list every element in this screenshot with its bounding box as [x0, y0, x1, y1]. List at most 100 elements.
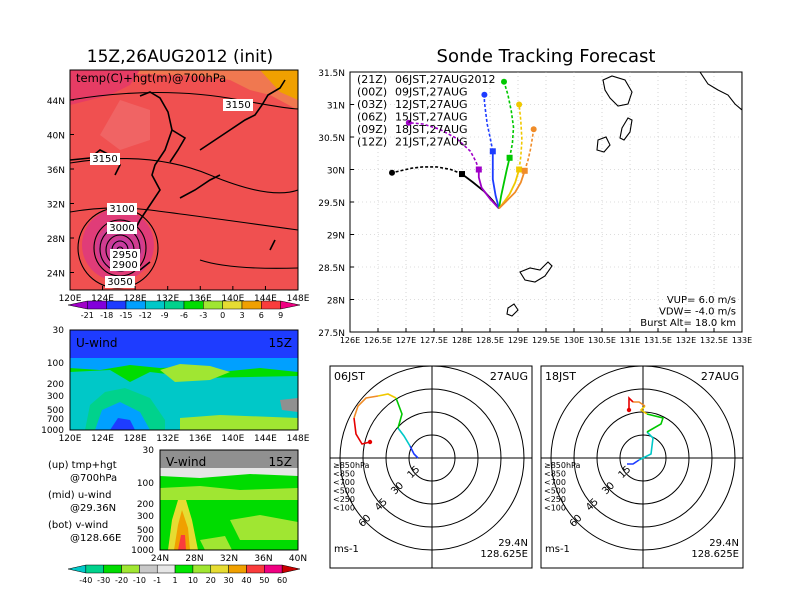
map-title: 15Z,26AUG2012 (init): [87, 47, 273, 67]
v-wind-lat-tick: 24N: [151, 554, 169, 564]
track-lon-tick: 130E: [564, 336, 584, 345]
v-wind-pressure-tick: 1000: [131, 546, 154, 556]
track-landing-marker: [516, 101, 523, 108]
contour-label-box: [107, 222, 137, 234]
v-wind-pressure-tick: 100: [137, 479, 154, 489]
hodo-trace: [377, 393, 397, 399]
map-lon-tick: 124E: [91, 294, 114, 304]
map-lon-ticks: 120E 124E 128E 132E 136E 140E 144E 148E: [59, 286, 310, 304]
hodo-pressure-legend: <850: [333, 470, 355, 479]
wind-colorbar-label: 10: [188, 576, 198, 585]
u-wind-pressure-tick: 1000: [41, 426, 64, 436]
map-lon-tick: 148E: [287, 294, 310, 304]
temp-colorbar-label: -18: [100, 311, 113, 320]
wind-colorbar-label: 60: [277, 576, 287, 585]
wind-colorbar-swatch: [85, 564, 104, 574]
temp-colorbar-swatch: [145, 300, 165, 310]
track-lat-tick: 31.5N: [318, 69, 345, 79]
contour-label-box: [105, 276, 135, 288]
hodo-trace: [353, 395, 379, 419]
v-wind-pressure-tick: 300: [137, 512, 154, 522]
map-lon-tick: 132E: [156, 294, 179, 304]
hodo-lon: 128.625E: [691, 549, 739, 560]
contour-label: 3000: [109, 223, 134, 234]
track-lat-tick: 29.5N: [318, 199, 345, 209]
legend-note-head: (mid) u-wind: [48, 490, 111, 501]
wind-colorbar-swatch: [67, 564, 87, 574]
temp-colorbar-swatch: [241, 300, 262, 310]
track-landing-marker: [481, 91, 488, 98]
wind-colorbar-swatch: [139, 564, 158, 574]
temp-colorbar-swatch: [222, 300, 243, 310]
temp-colorbar-label: 6: [259, 311, 264, 320]
hodo-trace: [627, 459, 640, 465]
map-lat-tick: 36N: [47, 166, 65, 176]
legend-note-sub: @29.36N: [70, 503, 116, 514]
u-wind-pressure-tick: 300: [47, 392, 64, 402]
map-lon-tick: 128E: [124, 294, 147, 304]
u-wind-lon-tick: 132E: [156, 434, 179, 444]
temp-colorbar-label: 3: [239, 311, 244, 320]
hodo-pressure-legend: <500: [333, 487, 355, 496]
v-wind-pressure-tick: 500: [137, 526, 154, 536]
wind-colorbar-label: -30: [97, 576, 110, 585]
track-landing-marker: [501, 78, 507, 85]
wind-colorbar-swatch: [103, 564, 122, 574]
track-lat-ticks: 31.5N 31N 30.5N 30N 29.5N 29N 28.5N 28N 27.5N: [318, 69, 354, 339]
panel-legend-notes: (up) tmp+hgt @700hPa (mid) u-wind @29.36N (b…: [48, 460, 121, 544]
launch-code: (21Z): [357, 73, 387, 86]
legend-note-head: (bot) v-wind: [48, 520, 108, 531]
hodo-pressure-legend: <250: [544, 495, 566, 504]
track-lat-tick: 30.5N: [318, 134, 345, 144]
hodo-lat: 29.4N: [709, 538, 739, 549]
hodo-date: 27AUG: [701, 370, 739, 383]
track-burst-marker: [516, 166, 523, 173]
v-wind-lat-tick: 28N: [185, 554, 203, 564]
track-title: Sonde Tracking Forecast: [437, 46, 656, 67]
hodo-unit: ms-1: [334, 544, 359, 555]
temp-colorbar-label: -15: [119, 311, 132, 320]
track-lat-tick: 28.5N: [318, 264, 345, 274]
u-wind-time: 15Z: [269, 336, 293, 350]
track-line-ascent: [491, 151, 500, 209]
v-wind-panel: [160, 450, 298, 550]
map-lat-tick: 28N: [47, 235, 65, 245]
temp-colorbar-swatch: [164, 300, 185, 310]
wind-colorbar-swatch: [264, 564, 283, 574]
legend-note-sub: @128.66E: [70, 533, 121, 544]
wind-colorbar-label: -1: [153, 576, 161, 585]
launch-label: 18JST,27AUG: [395, 123, 468, 136]
contour-label: 3100: [109, 204, 134, 215]
wind-colorbar: -40 -30 -20 -10 -1 1 10 20 30 40 50 60: [67, 564, 301, 585]
launch-label: 21JST,27AUG: [395, 136, 468, 149]
map-lat-tick: 40N: [47, 132, 65, 142]
contour-label: 2900: [112, 260, 137, 271]
u-wind-lon-tick: 140E: [221, 434, 244, 444]
u-wind-pressure-tick: 700: [47, 415, 64, 425]
temp-colorbar-label: -21: [81, 311, 94, 320]
contour-label: 3150: [225, 100, 250, 111]
launch-label: 09JST,27AUG: [395, 86, 468, 99]
temp-colorbar-swatch: [87, 300, 107, 310]
contour-label-box: [110, 249, 140, 261]
track-grid: [350, 72, 742, 332]
v-wind-lat-tick: 40N: [289, 554, 307, 564]
temp-colorbar-label: 9: [278, 311, 283, 320]
hodo-date: 27AUG: [490, 370, 528, 383]
temp-colorbar-swatch: [125, 300, 146, 310]
launch-label: 15JST,27AUG: [395, 111, 468, 124]
hodo-lon: 128.625E: [480, 549, 528, 560]
track-lat-tick: 30N: [327, 167, 345, 177]
v-wind-lat-ticks: 24N 28N 32N 36N 40N: [151, 554, 307, 564]
hodo-title: 18JST: [545, 370, 576, 383]
temp-colorbar-swatch: [261, 300, 281, 310]
track-lat-tick: 31N: [327, 102, 345, 112]
track-param: VDW= -4.0 m/s: [659, 307, 736, 318]
temp-colorbar-label: 0: [220, 311, 225, 320]
hodo-unit: ms-1: [545, 544, 570, 555]
map-lon-tick: 136E: [189, 294, 212, 304]
u-wind-lon-tick: 148E: [287, 434, 310, 444]
v-wind-time: 15Z: [269, 455, 293, 469]
v-wind-lat-tick: 32N: [220, 554, 238, 564]
